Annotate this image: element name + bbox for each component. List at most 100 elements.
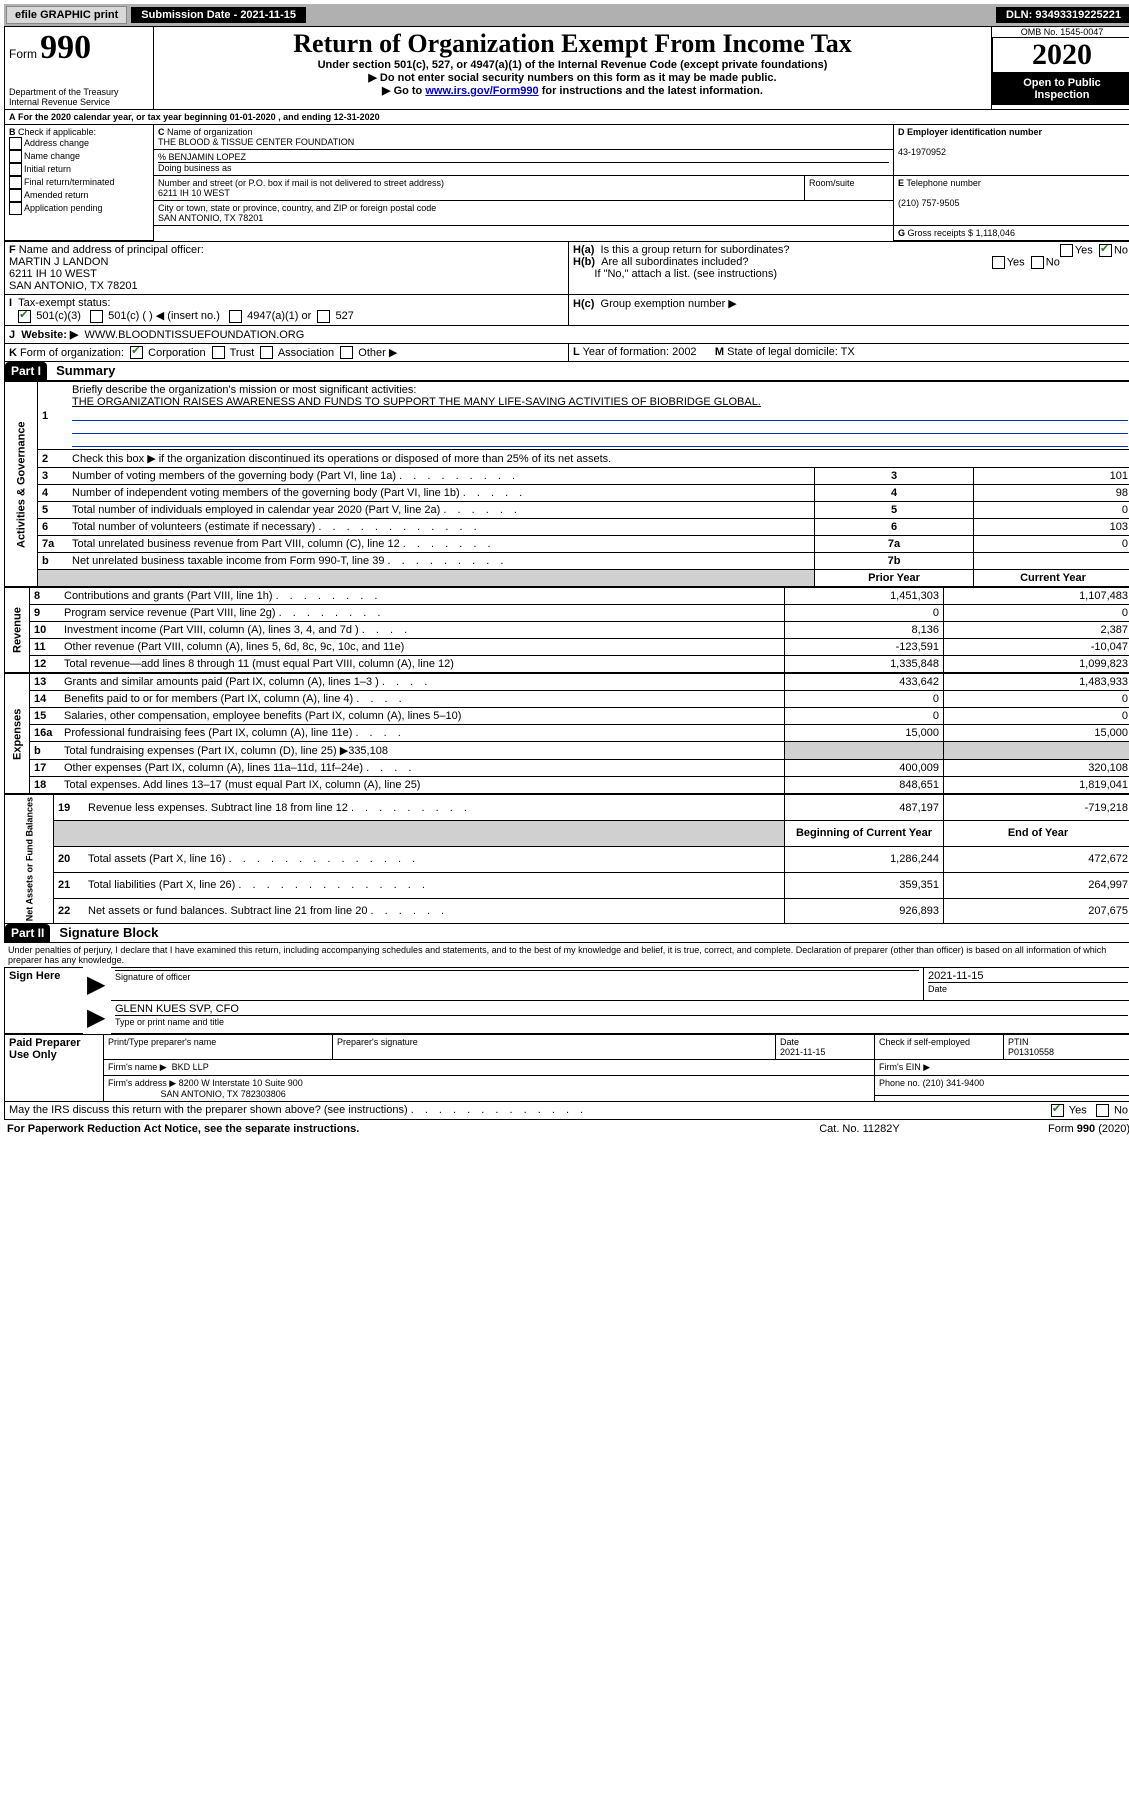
ha-yes[interactable] [1060, 244, 1073, 257]
prep-name-label: Print/Type preparer's name [108, 1037, 216, 1047]
city-value: SAN ANTONIO, TX 78201 [158, 213, 263, 223]
chk-trust[interactable] [212, 346, 225, 359]
state-domicile-value: TX [841, 346, 855, 358]
form-org-label: Form of organization: [20, 347, 124, 359]
chk-application-pending[interactable] [9, 202, 22, 215]
prep-sig-label: Preparer's signature [337, 1037, 418, 1047]
type-name-label: Type or print name and title [115, 1017, 224, 1027]
col-end: End of Year [944, 821, 1129, 847]
sign-here-label: Sign Here [5, 968, 84, 1034]
chk-501c[interactable] [90, 310, 103, 323]
firm-addr2: SAN ANTONIO, TX 782303806 [161, 1089, 286, 1099]
part1-revenue: Revenue 8Contributions and grants (Part … [4, 587, 1129, 673]
tax-status-label: Tax-exempt status: [18, 297, 110, 309]
col-prior: Prior Year [815, 570, 974, 587]
officer-label: Name and address of principal officer: [19, 244, 204, 256]
ein-label: Employer identification number [907, 127, 1042, 137]
part1-netassets: Net Assets or Fund Balances 19Revenue le… [4, 794, 1129, 924]
chk-4947[interactable] [229, 310, 242, 323]
top-bar: efile GRAPHIC print Submission Date - 20… [4, 4, 1129, 26]
hc-label: Group exemption number ▶ [601, 298, 737, 310]
phone-value: (210) 757-9505 [898, 198, 960, 208]
efile-button[interactable]: efile GRAPHIC print [6, 6, 127, 24]
firm-phone-label: Phone no. [879, 1078, 920, 1088]
line-a: For the 2020 calendar year, or tax year … [18, 112, 380, 122]
hb-yes[interactable] [992, 256, 1005, 269]
check-applicable-label: Check if applicable: [18, 127, 96, 137]
website-label: Website: ▶ [21, 329, 78, 341]
paid-preparer-block: Paid Preparer Use Only Print/Type prepar… [4, 1034, 1129, 1102]
gross-receipts-value: 1,118,046 [976, 228, 1015, 238]
chk-501c3[interactable] [18, 310, 31, 323]
care-of: % BENJAMIN LOPEZ [158, 152, 246, 162]
firm-name-label: Firm's name ▶ [108, 1062, 167, 1072]
q1-label: Briefly describe the organization's miss… [72, 384, 416, 396]
public-inspection: Open to PublicInspection [992, 73, 1129, 105]
hb-no[interactable] [1031, 256, 1044, 269]
chk-initial-return[interactable] [9, 163, 22, 176]
officer-addr2: SAN ANTONIO, TX 78201 [9, 280, 138, 292]
section-governance: Activities & Governance [5, 382, 38, 587]
dba-label: Doing business as [158, 163, 232, 173]
chk-corp[interactable] [130, 346, 143, 359]
dept-treasury: Department of the Treasury [9, 87, 149, 97]
self-employed-label: Check if self-employed [879, 1037, 970, 1047]
section-expenses: Expenses [5, 674, 30, 794]
website-value: WWW.BLOODNTISSUEFOUNDATION.ORG [85, 329, 305, 341]
part2-title: Signature Block [53, 923, 164, 942]
chk-other[interactable] [340, 346, 353, 359]
paid-preparer-label: Paid Preparer Use Only [5, 1035, 104, 1102]
val-3: 101 [974, 468, 1129, 485]
firm-ein-label: Firm's EIN ▶ [879, 1062, 930, 1072]
part1-table: Activities & Governance 1 Briefly descri… [4, 381, 1129, 587]
street-value: 6211 IH 10 WEST [158, 188, 230, 198]
tax-year: 2020 [992, 37, 1129, 73]
instructions-link[interactable]: www.irs.gov/Form990 [425, 85, 538, 97]
officer-printed-name: GLENN KUES SVP, CFO [115, 1003, 239, 1015]
val-5: 0 [974, 502, 1129, 519]
ha-no[interactable] [1099, 244, 1112, 257]
submission-date: Submission Date - 2021-11-15 [131, 7, 306, 23]
discuss-yes[interactable] [1051, 1104, 1064, 1117]
sig-date-value: 2021-11-15 [928, 970, 983, 982]
gross-receipts-label: Gross receipts $ [908, 228, 974, 238]
chk-final-return[interactable] [9, 176, 22, 189]
perjury-statement: Under penalties of perjury, I declare th… [4, 943, 1129, 967]
irs-label: Internal Revenue Service [9, 97, 149, 107]
form-number: 990 [40, 29, 91, 66]
chk-address-change[interactable] [9, 137, 22, 150]
discuss-no[interactable] [1096, 1104, 1109, 1117]
form-subtitle-2: ▶ Do not enter social security numbers o… [158, 71, 987, 84]
officer-name: MARTIN J LANDON [9, 256, 108, 268]
part1-title: Summary [50, 361, 121, 380]
signature-block: Sign Here ▶ Signature of officer 2021-11… [4, 967, 1129, 1034]
firm-name: BKD LLP [172, 1062, 209, 1072]
section-revenue: Revenue [5, 588, 30, 673]
ptin-label: PTIN [1008, 1037, 1029, 1047]
chk-assoc[interactable] [260, 346, 273, 359]
val-6: 103 [974, 519, 1129, 536]
q2-label: Check this box ▶ if the organization dis… [72, 453, 611, 465]
year-formation-label: Year of formation: [583, 346, 669, 358]
hb-note: If "No," attach a list. (see instruction… [594, 268, 777, 280]
sig-officer-label: Signature of officer [115, 972, 190, 982]
chk-amended-return[interactable] [9, 189, 22, 202]
form-subtitle-3: ▶ Go to www.irs.gov/Form990 for instruct… [158, 84, 987, 97]
firm-addr-label: Firm's address ▶ [108, 1078, 176, 1088]
form-footer: Form 990 (2020) [950, 1122, 1129, 1136]
discuss-question: May the IRS discuss this return with the… [9, 1104, 408, 1116]
omb-number: OMB No. 1545-0047 [992, 27, 1129, 37]
street-label: Number and street (or P.O. box if mail i… [158, 178, 444, 188]
officer-h-block: F Name and address of principal officer:… [4, 241, 1129, 362]
part1-expenses: Expenses 13Grants and similar amounts pa… [4, 673, 1129, 794]
sig-date-label: Date [928, 984, 947, 994]
val-7b [974, 553, 1129, 570]
chk-name-change[interactable] [9, 150, 22, 163]
part2-header: Part II [5, 924, 50, 942]
val-4: 98 [974, 485, 1129, 502]
form-header: Form 990 Department of the Treasury Inte… [4, 26, 1129, 110]
chk-527[interactable] [317, 310, 330, 323]
col-begin: Beginning of Current Year [785, 821, 944, 847]
catalog-number: Cat. No. 11282Y [771, 1122, 949, 1136]
state-domicile-label: State of legal domicile: [727, 346, 838, 358]
